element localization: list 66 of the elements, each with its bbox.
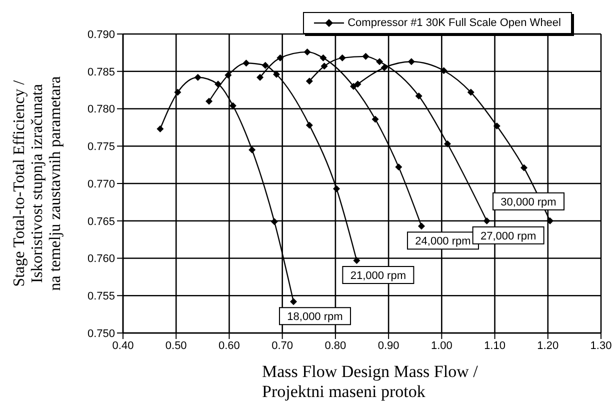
x-tick-label: 0.40 (112, 340, 134, 352)
point (270, 218, 278, 226)
point (546, 217, 554, 224)
point (418, 222, 425, 230)
point (156, 125, 164, 132)
y-axis-title: Stage Total-to-Total Efficiency / Iskoristivost stupnja izračunata na temelju zaustavnih parametara (11, 76, 64, 291)
y-tick-label: 0.750 (87, 328, 115, 340)
x-tick-label: 1.00 (430, 340, 452, 352)
point (376, 58, 384, 66)
point (395, 164, 402, 171)
point (229, 102, 236, 110)
x-tick-label: 1.20 (537, 340, 559, 352)
point (415, 92, 422, 100)
x-axis-title: Mass Flow Design Mass Flow / Projektni maseni protok (262, 362, 478, 401)
x-tick-label: 0.50 (165, 340, 187, 352)
point (256, 74, 264, 81)
annotation: 18,000 rpm (287, 311, 343, 324)
point (290, 298, 297, 306)
y-tick-label: 0.780 (87, 104, 115, 116)
point (262, 62, 269, 69)
point (242, 60, 250, 67)
point (467, 88, 474, 96)
y-tick-label: 0.775 (87, 141, 115, 154)
point (354, 80, 362, 88)
point (248, 146, 256, 154)
point (493, 122, 500, 130)
point (408, 58, 415, 66)
point (520, 164, 528, 172)
x-tick-label: 0.60 (218, 340, 240, 352)
point (350, 82, 357, 90)
point (353, 256, 360, 264)
y-tick-label: 0.790 (87, 28, 115, 41)
point (306, 122, 313, 129)
point (304, 48, 311, 56)
annotation: 24,000 rpm (415, 236, 471, 248)
point (362, 52, 370, 60)
point (338, 54, 346, 62)
point (306, 78, 313, 85)
legend-label: Compressor #1 30K Full Scale Open Wheel (348, 17, 561, 29)
point (320, 62, 328, 70)
y-tick-label: 0.785 (87, 66, 115, 78)
x-tick-label: 0.90 (378, 340, 400, 352)
point (320, 54, 327, 62)
point (194, 74, 202, 81)
x-tick-label: 0.80 (324, 340, 346, 352)
point (440, 67, 448, 74)
point (483, 217, 490, 224)
point (380, 64, 388, 72)
y-tick-label: 0.770 (87, 178, 115, 190)
point (372, 116, 379, 123)
annotation: 21,000 rpm (350, 270, 406, 282)
point (224, 72, 232, 79)
point (444, 140, 452, 148)
y-tick-label: 0.765 (87, 216, 115, 228)
annotation: 30,000 rpm (500, 196, 556, 208)
annotation: 27,000 rpm (480, 230, 536, 242)
point (214, 80, 222, 88)
point (206, 98, 213, 105)
point (276, 54, 284, 62)
x-tick-label: 1.10 (484, 340, 506, 352)
point (333, 185, 340, 192)
x-tick-label: 0.70 (272, 340, 294, 352)
x-tick-label: 1.30 (590, 340, 612, 352)
point (174, 88, 182, 96)
y-tick-label: 0.755 (87, 290, 115, 303)
y-tick-label: 0.760 (87, 253, 115, 266)
